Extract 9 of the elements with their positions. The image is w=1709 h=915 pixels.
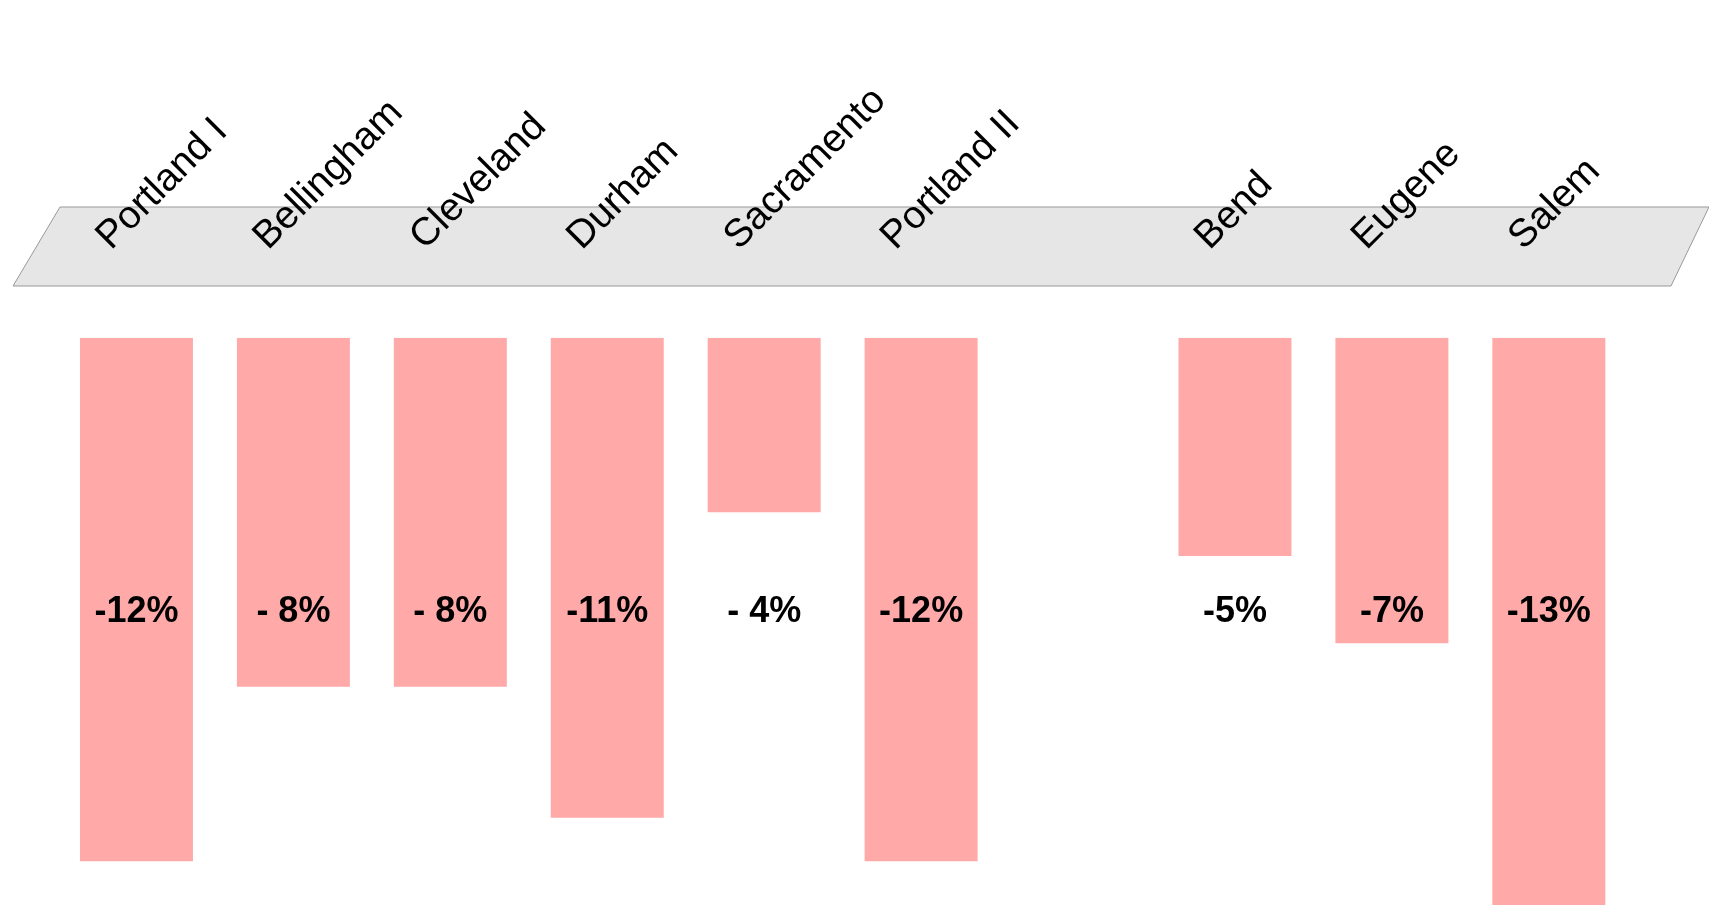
data-label: -5% — [1202, 588, 1267, 630]
data-label: -12% — [879, 588, 964, 630]
data-label: - 4% — [727, 588, 802, 630]
data-label: - 8% — [256, 588, 331, 630]
data-label: -7% — [1359, 588, 1424, 630]
data-label: - 8% — [413, 588, 488, 630]
data-label: -13% — [1506, 588, 1591, 630]
data-label: -12% — [94, 588, 179, 630]
data-label: -11% — [566, 588, 649, 630]
